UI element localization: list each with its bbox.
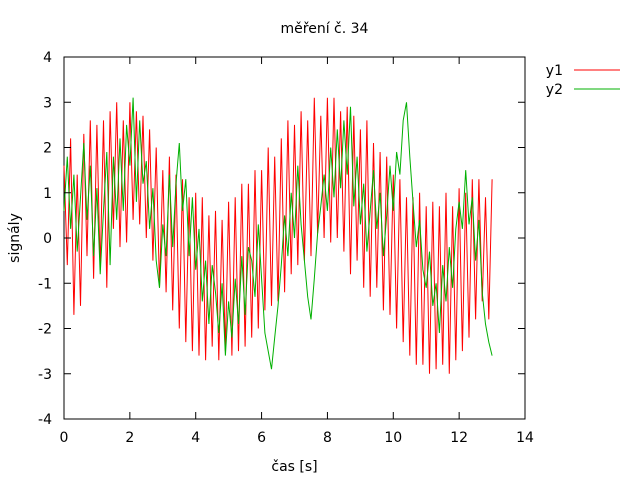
y-tick-label: -3	[38, 367, 52, 383]
y-tick-label: 2	[43, 141, 52, 157]
x-axis: 0 2 4 6 8 10 12 14	[60, 57, 534, 446]
x-tick-label: 12	[450, 430, 468, 446]
legend-label-y2: y2	[546, 82, 563, 98]
y-tick-label: -1	[38, 276, 52, 292]
y-axis: -4 -3 -2 -1 0 1 2 3 4	[38, 50, 525, 428]
x-tick-label: 6	[257, 430, 266, 446]
x-tick-label: 2	[125, 430, 134, 446]
x-tick-label: 10	[384, 430, 402, 446]
x-tick-label: 8	[323, 430, 332, 446]
y-tick-label: 0	[43, 231, 52, 247]
x-tick-label: 4	[191, 430, 200, 446]
y-tick-label: 1	[43, 186, 52, 202]
y-axis-label: signály	[7, 213, 23, 263]
series-layer	[63, 97, 493, 374]
y-tick-label: 3	[43, 95, 52, 111]
x-tick-label: 0	[60, 430, 69, 446]
x-axis-label: čas [s]	[271, 459, 317, 475]
y-tick-label: -4	[38, 412, 52, 428]
legend-label-y1: y1	[546, 63, 563, 79]
plot-area	[63, 56, 526, 420]
chart-title: měření č. 34	[281, 21, 369, 37]
y-tick-label: 4	[43, 50, 52, 66]
series-line-y2	[63, 97, 493, 370]
y-tick-label: -2	[38, 322, 52, 338]
x-tick-label: 14	[516, 430, 534, 446]
